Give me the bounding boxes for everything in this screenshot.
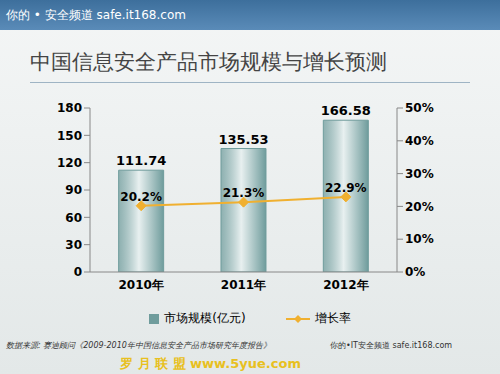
html-text:你的 • 安全频道 safe.it168.com: 你的 • 安全频道 safe.it168.com xyxy=(6,8,186,22)
svg-text:90: 90 xyxy=(65,183,82,197)
svg-text:2011年: 2011年 xyxy=(221,278,266,292)
svg-text:21.3%: 21.3% xyxy=(223,186,265,200)
svg-text:50%: 50% xyxy=(405,101,434,115)
svg-text:20.2%: 20.2% xyxy=(120,190,162,204)
svg-text:30%: 30% xyxy=(405,167,434,181)
svg-text:10%: 10% xyxy=(405,232,434,246)
svg-text:0%: 0% xyxy=(405,265,425,279)
svg-text:111.74: 111.74 xyxy=(116,153,166,168)
svg-text:2010年: 2010年 xyxy=(118,278,163,292)
svg-text:150: 150 xyxy=(57,129,82,143)
svg-text:180: 180 xyxy=(57,101,82,115)
svg-text:120: 120 xyxy=(57,156,82,170)
svg-text:30: 30 xyxy=(65,238,82,252)
html-text:罗 月 联 盟 www.5yue.com: 罗 月 联 盟 www.5yue.com xyxy=(120,356,301,371)
html-text:市场规模(亿元): 市场规模(亿元) xyxy=(164,311,246,325)
svg-text:60: 60 xyxy=(65,211,82,225)
html-text:中国信息安全产品市场规模与增长预测: 中国信息安全产品市场规模与增长预测 xyxy=(30,50,387,74)
svg-text:40%: 40% xyxy=(405,134,434,148)
svg-text:2012年: 2012年 xyxy=(323,278,368,292)
svg-text:0: 0 xyxy=(74,265,82,279)
svg-text:166.58: 166.58 xyxy=(321,103,371,118)
svg-text:135.53: 135.53 xyxy=(218,132,268,147)
html-text:你的•IT安全频道 safe.it168.com: 你的•IT安全频道 safe.it168.com xyxy=(330,341,453,350)
html-text:数据来源: 赛迪顾问《2009-2010年中国信息安全产品市: 数据来源: 赛迪顾问《2009-2010年中国信息安全产品市场研究年度报告》 xyxy=(6,341,271,350)
html-text:增长率: 增长率 xyxy=(314,311,351,325)
svg-text:22.9%: 22.9% xyxy=(325,181,367,195)
svg-text:20%: 20% xyxy=(405,200,434,214)
